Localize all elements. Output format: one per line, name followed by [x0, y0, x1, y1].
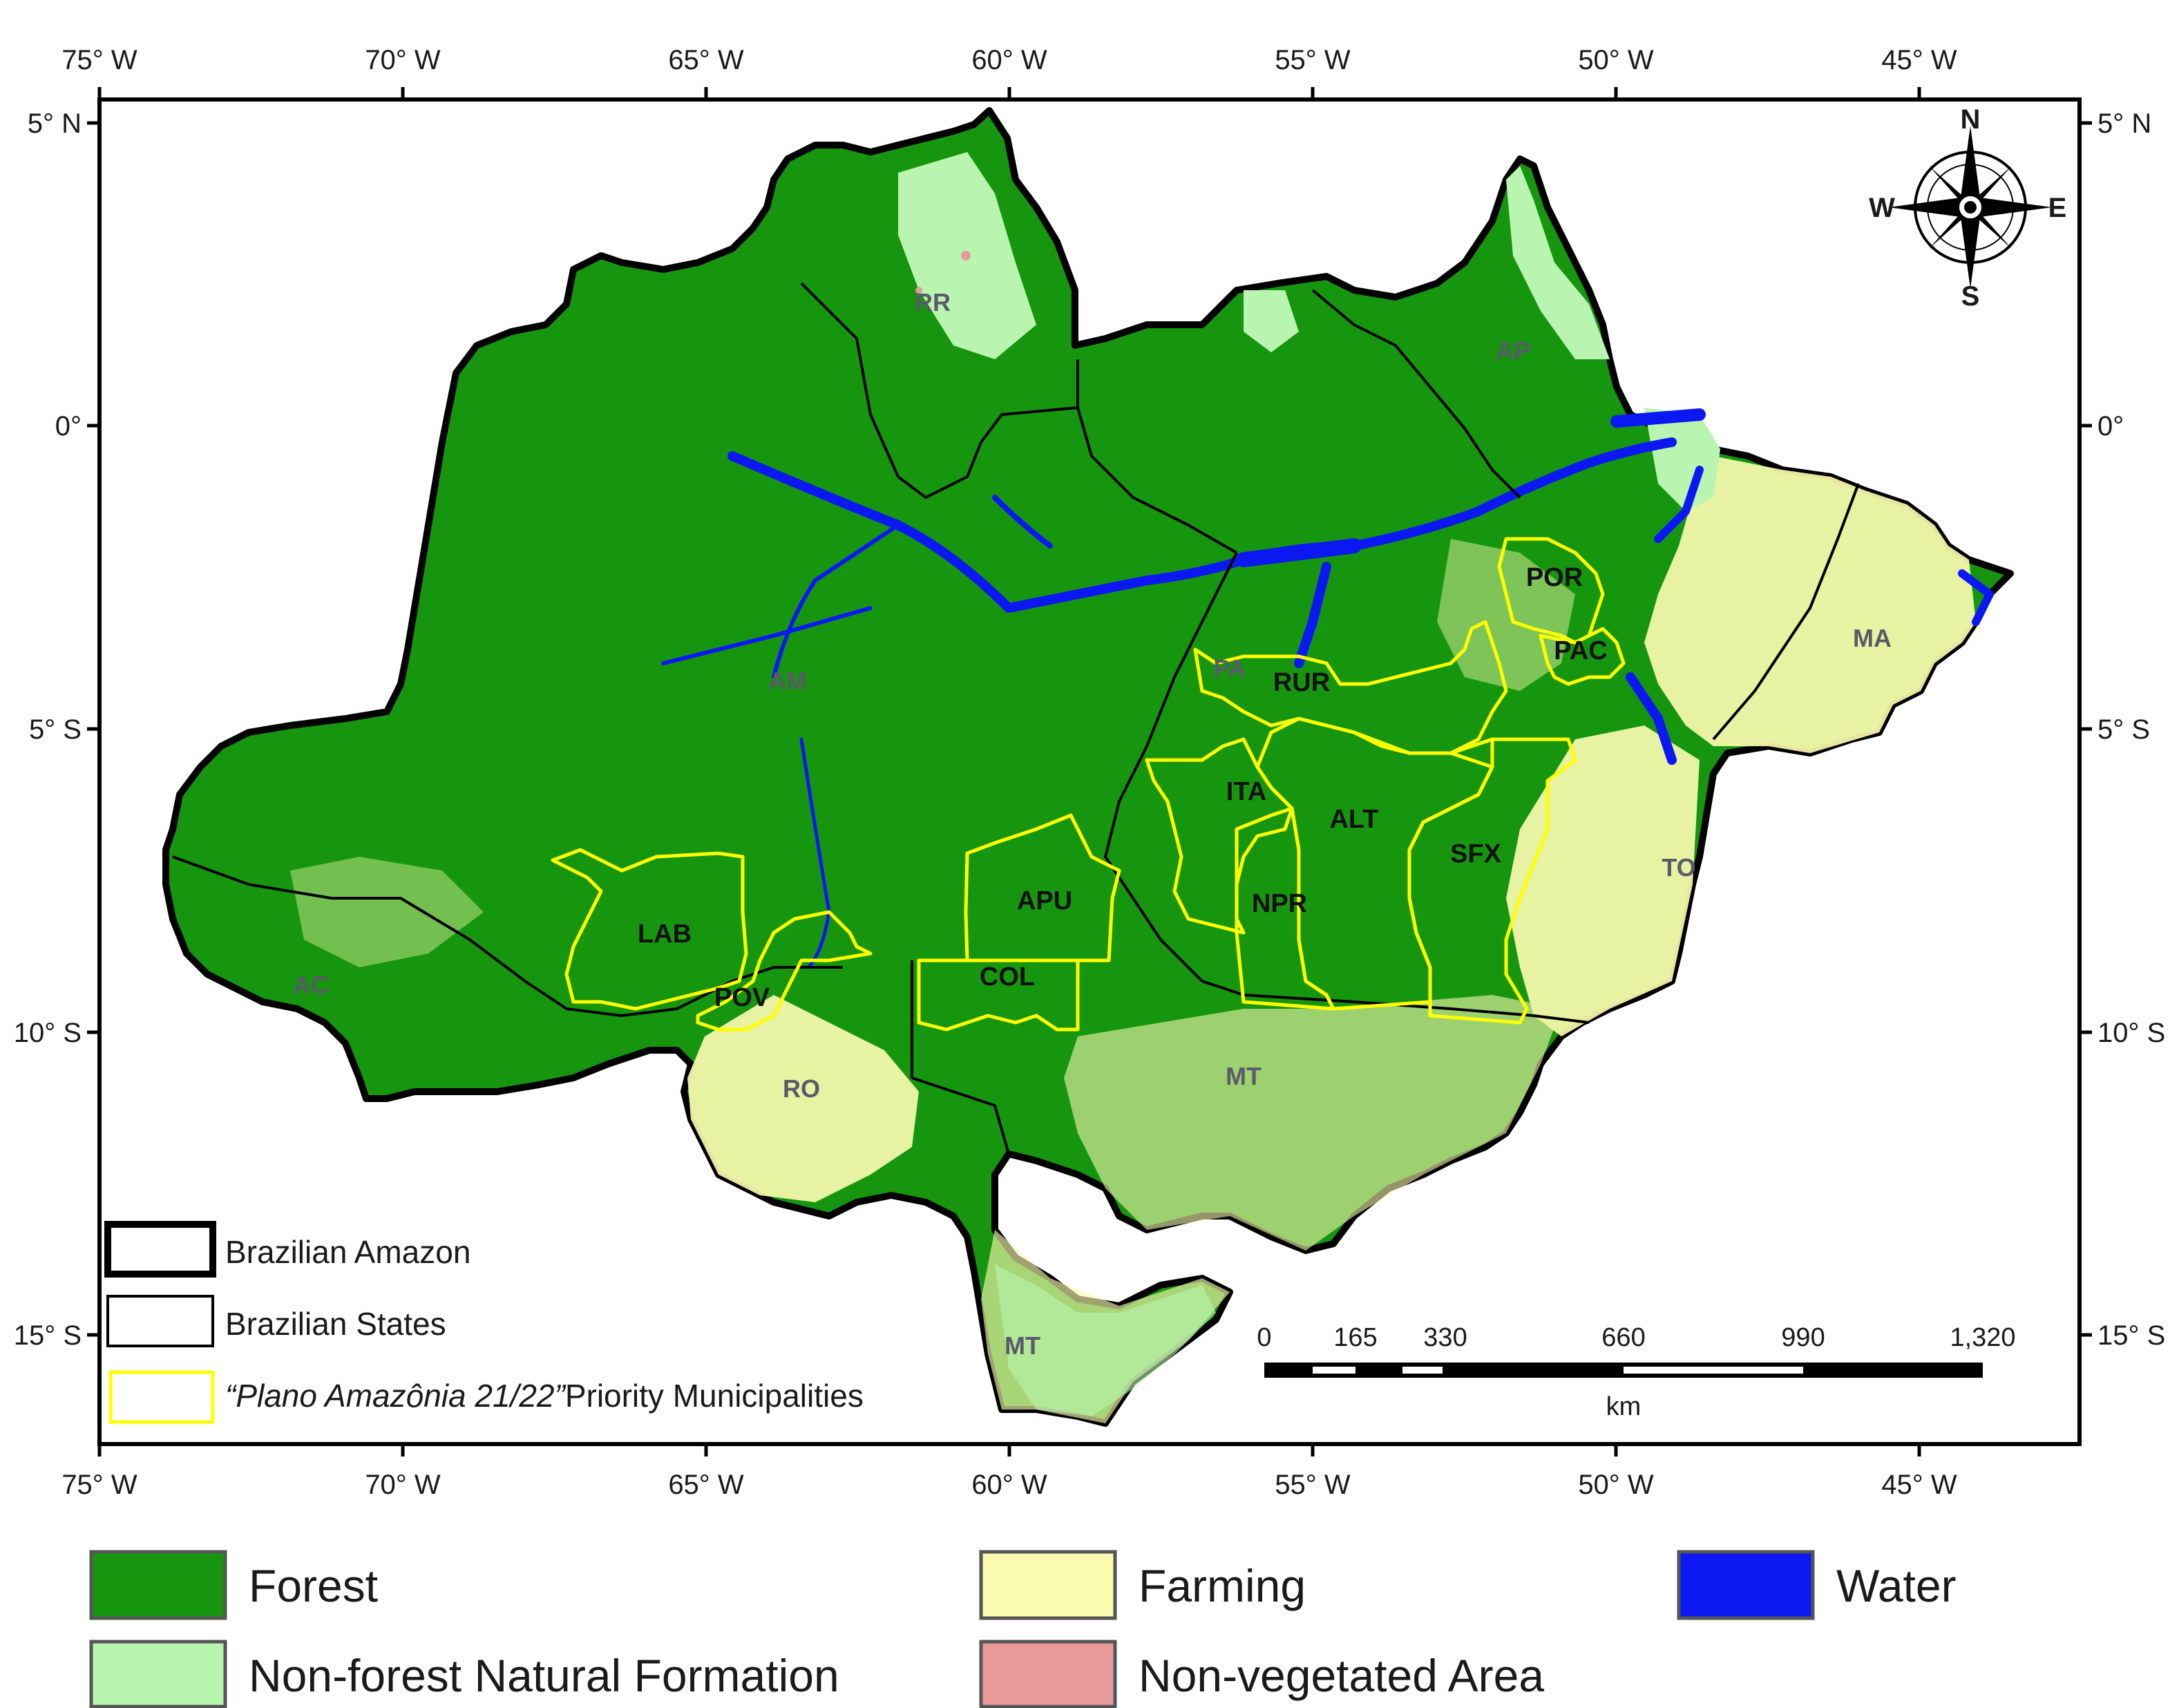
- legend-swatch-water: [1677, 1550, 1815, 1620]
- scale-bar: 0 165 330 660 990 1,320 km: [1257, 1323, 2015, 1421]
- muni-outline-col: [917, 958, 1080, 1032]
- lon-label: 70° W: [365, 1470, 441, 1500]
- lat-label: 15° S: [14, 1320, 82, 1351]
- muni-label-rur: RUR: [1273, 668, 1330, 697]
- state-label-to: TO: [1662, 853, 1695, 882]
- compass-label-e: E: [2048, 193, 2067, 223]
- muni-label-alt: ALT: [1329, 805, 1378, 834]
- muni-label-pac: PAC: [1554, 636, 1607, 665]
- lon-label: 65° W: [668, 1470, 744, 1500]
- legend-label-non-vegetated: Non-vegetated Area: [1139, 1650, 1544, 1701]
- legend-label-priority-rest: Priority Municipalities: [565, 1378, 864, 1414]
- lat-label: 5° S: [2097, 714, 2150, 745]
- scale-tick: 1,320: [1950, 1323, 2015, 1352]
- lon-label: 65° W: [668, 45, 744, 75]
- compass-label-w: W: [1869, 193, 1895, 223]
- legend-label-water: Water: [1836, 1560, 1957, 1611]
- lon-label: 60° W: [971, 45, 1047, 75]
- lon-label: 55° W: [1275, 1470, 1351, 1500]
- lon-label: 50° W: [1578, 1470, 1654, 1500]
- state-label-mt-south: MT: [1005, 1331, 1040, 1360]
- lon-label: 45° W: [1881, 1470, 1957, 1500]
- lat-label: 10° S: [2097, 1018, 2165, 1048]
- muni-label-por: POR: [1526, 563, 1583, 592]
- scale-tick: 660: [1601, 1323, 1645, 1352]
- lat-label: 5° N: [2097, 108, 2151, 139]
- longitude-ticks: [97, 87, 1921, 1456]
- legend-swatch-non-forest: [89, 1640, 227, 1708]
- lat-label: 0°: [55, 411, 82, 442]
- legend-swatch-priority: [108, 1370, 215, 1424]
- legend-label-states: Brazilian States: [225, 1306, 446, 1342]
- lat-label: 0°: [2097, 411, 2124, 442]
- muni-label-sfx: SFX: [1450, 839, 1502, 869]
- muni-label-pov: POV: [714, 983, 770, 1012]
- state-label-am: AM: [768, 667, 807, 695]
- state-label-ro: RO: [783, 1074, 820, 1103]
- legend-swatch-amazon: [104, 1221, 216, 1278]
- muni-outline-pov: [696, 910, 873, 1032]
- lat-label: 10° S: [14, 1018, 82, 1048]
- lat-label: 5° S: [29, 714, 82, 745]
- state-label-ap: AP: [1496, 336, 1530, 365]
- lat-label: 5° N: [28, 108, 82, 139]
- lon-label: 75° W: [61, 45, 137, 75]
- lon-label: 50° W: [1578, 45, 1654, 75]
- compass-label-s: S: [1961, 281, 1980, 312]
- scale-tick: 165: [1333, 1323, 1377, 1352]
- state-label-mt: MT: [1226, 1062, 1262, 1090]
- land-cover-legend: Forest Farming Water Non-forest Natural …: [89, 1550, 1957, 1708]
- latitude-labels-right: 5° N 0° 5° S 10° S 15° S: [2097, 108, 2165, 1351]
- muni-outline-apu: [964, 813, 1121, 962]
- lon-label: 60° W: [971, 1470, 1047, 1500]
- state-label-rr: RR: [915, 288, 951, 316]
- rivers: [661, 408, 1994, 969]
- legend-label-farming: Farming: [1139, 1560, 1306, 1611]
- legend-swatch-non-vegetated: [979, 1640, 1117, 1708]
- lat-label: 15° S: [2097, 1320, 2165, 1351]
- lon-label: 55° W: [1275, 45, 1351, 75]
- legend-label-forest: Forest: [249, 1560, 378, 1611]
- lon-label: 75° W: [61, 1470, 137, 1500]
- boundary-legend: Brazilian Amazon Brazilian States “Plano…: [104, 1221, 864, 1424]
- compass-label-n: N: [1961, 104, 1981, 135]
- state-label-ma: MA: [1853, 624, 1892, 652]
- legend-label-priority: “Plano Amazônia 21/22”Priority Municipal…: [225, 1378, 864, 1414]
- muni-label-ita: ITA: [1226, 777, 1266, 806]
- muni-outline-pac: [1539, 627, 1626, 686]
- lon-label: 70° W: [365, 45, 441, 75]
- municipality-labels: POR PAC RUR ITA ALT SFX NPR APU LAB POV …: [638, 563, 1608, 1012]
- priority-municipalities: [551, 537, 1626, 1032]
- scale-unit: km: [1606, 1392, 1642, 1421]
- compass-rose: [1889, 126, 2052, 289]
- state-label-ac: AC: [293, 971, 329, 999]
- lon-label: 45° W: [1881, 45, 1957, 75]
- muni-outline-sfx: [1407, 737, 1577, 1025]
- muni-label-apu: APU: [1017, 886, 1072, 915]
- legend-swatch-forest: [89, 1550, 227, 1620]
- legend-swatch-states: [106, 1295, 214, 1347]
- muni-label-npr: NPR: [1252, 889, 1307, 918]
- muni-label-lab: LAB: [638, 920, 692, 949]
- legend-label-priority-quote: “Plano Amazônia 21/22”: [225, 1378, 567, 1414]
- state-labels: RR AP AM PA MA TO AC RO MT MT: [293, 288, 1892, 1360]
- latitude-ticks: [87, 121, 2092, 1337]
- legend-swatch-farming: [979, 1550, 1117, 1620]
- longitude-labels-top: 75° W 70° W 65° W 60° W 55° W 50° W 45° …: [61, 45, 1957, 75]
- muni-label-col: COL: [980, 962, 1035, 991]
- longitude-labels-bottom: 75° W 70° W 65° W 60° W 55° W 50° W 45° …: [61, 1470, 1957, 1500]
- legend-label-non-forest: Non-forest Natural Formation: [249, 1650, 839, 1701]
- scale-tick: 0: [1257, 1323, 1271, 1352]
- muni-outline-lab: [551, 848, 748, 1011]
- latitude-labels-left: 5° N 0° 5° S 10° S 15° S: [14, 108, 82, 1351]
- scale-tick: 330: [1423, 1323, 1467, 1352]
- legend-label-amazon: Brazilian Amazon: [225, 1234, 470, 1270]
- state-label-pa: PA: [1213, 654, 1246, 683]
- scale-tick: 990: [1781, 1323, 1825, 1352]
